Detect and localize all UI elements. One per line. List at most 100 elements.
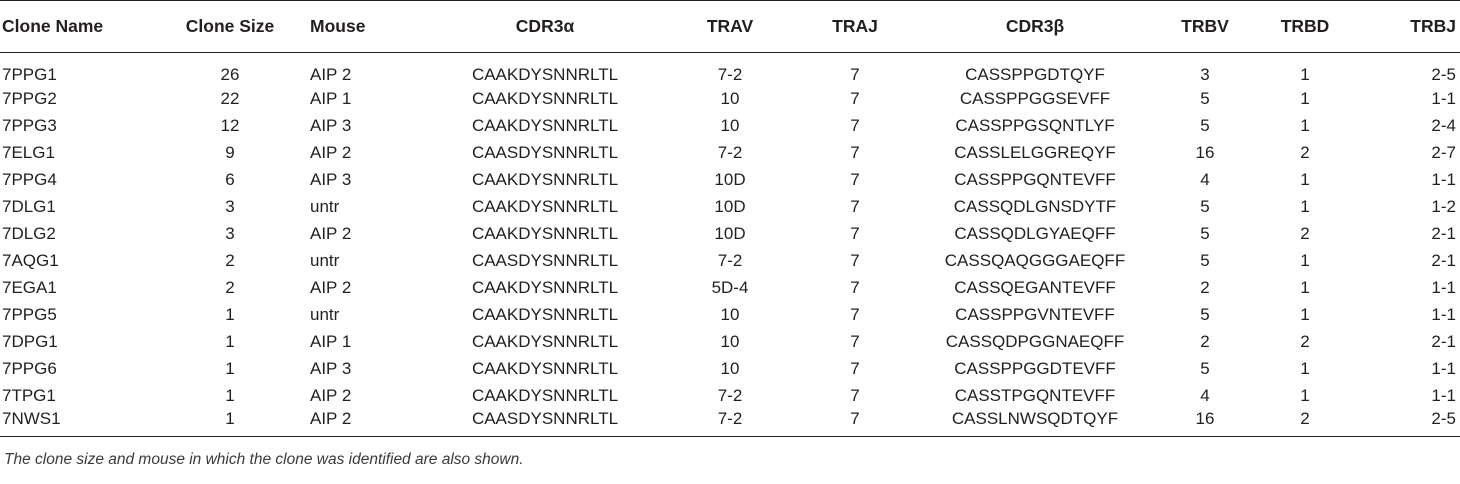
cell-cdr3a: CAAKDYSNNRLTL	[471, 331, 619, 351]
cell-mouse: AIP 2	[310, 277, 352, 297]
cell-clone-name: 7PPG5	[2, 304, 57, 324]
header-clone-size: Clone Size	[150, 0, 310, 53]
cell-mouse: AIP 2	[310, 65, 352, 84]
cell-clone-size: 1	[150, 409, 310, 437]
table-row: 7PPG3 12 AIP 3 CAAKDYSNNRLTL 10 7 CASSPPGSQNTL…	[0, 112, 1460, 139]
cell-mouse: untr	[310, 304, 340, 324]
cell-trav: 10	[720, 331, 740, 351]
cell-cdr3a: CAAKDYSNNRLTL	[471, 115, 619, 135]
cell-trav: 7-2	[717, 385, 743, 405]
header-trav: TRAV	[660, 0, 800, 53]
cell-traj: 7	[850, 223, 860, 243]
cell-cdr3b: CASSQDLGYAEQFF	[954, 223, 1116, 243]
header-trbj: TRBJ	[1360, 0, 1460, 53]
cell-traj: 7	[850, 169, 860, 189]
header-mouse: Mouse	[310, 0, 430, 53]
cell-cdr3a: CAASDYSNNRLTL	[430, 409, 660, 437]
cell-cdr3b: CASSPPGDTQYF	[965, 65, 1105, 84]
cell-trav: 10	[720, 88, 740, 108]
table-row: 7NWS1 1 AIP 2 CAASDYSNNRLTL 7-2 7 CASSLNWSQDTQ…	[0, 409, 1460, 437]
clone-table: Clone Name Clone Size Mouse CDR3α TRAV T…	[0, 0, 1460, 437]
cell-trbv: 5	[1200, 196, 1210, 216]
cell-mouse: AIP 3	[310, 115, 352, 135]
cell-clone-name: 7PPG4	[2, 169, 57, 189]
cell-trbj: 2-1	[1431, 223, 1456, 243]
cell-clone-size: 9	[225, 142, 235, 162]
cell-trbv: 16	[1160, 409, 1250, 437]
cell-trbd: 1	[1300, 88, 1310, 108]
cell-trbj: 2-1	[1431, 331, 1456, 351]
cell-mouse: AIP 2	[310, 409, 430, 437]
table-row: 7DPG1 1 AIP 1 CAAKDYSNNRLTL 10 7 CASSQDPGGNAEQ…	[0, 328, 1460, 355]
cell-mouse: AIP 2	[310, 142, 352, 162]
cell-trbd: 1	[1300, 169, 1310, 189]
cell-cdr3a: CAAKDYSNNRLTL	[471, 385, 619, 405]
table-header: Clone Name Clone Size Mouse CDR3α TRAV T…	[0, 0, 1460, 53]
cell-clone-size: 6	[225, 169, 235, 189]
cell-clone-size: 22	[220, 88, 240, 108]
cell-trav: 10D	[714, 223, 746, 243]
cell-traj: 7	[850, 196, 860, 216]
cell-cdr3b: CASSPPGVNTEVFF	[955, 304, 1115, 324]
cell-clone-size: 1	[225, 304, 235, 324]
cell-trav: 7-2	[717, 142, 743, 162]
header-trbv: TRBV	[1160, 0, 1250, 53]
cell-cdr3b: CASSPPGSQNTLYF	[955, 115, 1115, 135]
cell-trbd: 2	[1300, 142, 1310, 162]
cell-trbv: 5	[1200, 88, 1210, 108]
cell-mouse: untr	[310, 196, 340, 216]
cell-cdr3b: CASSLNWSQDTQYF	[910, 409, 1160, 437]
cell-trbj: 1-1	[1431, 385, 1456, 405]
cell-trbd: 1	[1300, 196, 1310, 216]
cell-trbv: 4	[1200, 385, 1210, 405]
table-row: 7EGA1 2 AIP 2 CAAKDYSNNRLTL 5D-4 7 CASSQEGANTE…	[0, 274, 1460, 301]
cell-trbj: 1-1	[1431, 277, 1456, 297]
cell-cdr3a: CAAKDYSNNRLTL	[471, 196, 619, 216]
cell-clone-name: 7TPG1	[2, 385, 56, 405]
cell-trbv: 5	[1200, 115, 1210, 135]
cell-trbj: 2-7	[1431, 142, 1456, 162]
cell-trbd: 1	[1300, 250, 1310, 270]
cell-trbd: 2	[1300, 331, 1310, 351]
cell-cdr3b: CASSQDPGGNAEQFF	[945, 331, 1125, 351]
cell-clone-size: 3	[225, 196, 235, 216]
cell-clone-size: 12	[220, 115, 240, 135]
cell-clone-name: 7PPG6	[2, 358, 57, 378]
table-row: 7ELG1 9 AIP 2 CAASDYSNNRLTL 7-2 7 CASSLELGGREQ…	[0, 139, 1460, 166]
cell-cdr3a: CAASDYSNNRLTL	[471, 250, 619, 270]
clone-table-container: Clone Name Clone Size Mouse CDR3α TRAV T…	[0, 0, 1460, 468]
cell-traj: 7	[850, 142, 860, 162]
cell-cdr3a: CAAKDYSNNRLTL	[471, 88, 619, 108]
cell-trbj: 1-1	[1431, 88, 1456, 108]
cell-cdr3a: CAAKDYSNNRLTL	[471, 65, 619, 84]
cell-trbv: 3	[1200, 65, 1210, 84]
header-cdr3b: CDR3β	[910, 0, 1160, 53]
cell-clone-size: 2	[225, 277, 235, 297]
cell-cdr3b: CASSTPGQNTEVFF	[954, 385, 1116, 405]
cell-mouse: AIP 1	[310, 331, 352, 351]
cell-trbj: 2-5	[1360, 409, 1460, 437]
cell-clone-name: 7PPG1	[2, 65, 57, 84]
cell-clone-size: 2	[225, 250, 235, 270]
cell-clone-name: 7ELG1	[2, 142, 55, 162]
cell-traj: 7	[850, 115, 860, 135]
cell-trbj: 1-2	[1431, 196, 1456, 216]
cell-clone-size: 1	[225, 358, 235, 378]
cell-clone-size: 1	[225, 385, 235, 405]
cell-trav: 10	[720, 115, 740, 135]
table-row: 7PPG1 26 AIP 2 CAAKDYSNNRLTL 7-2 7 CASSPPGDTQY…	[0, 53, 1460, 86]
cell-trbj: 1-1	[1431, 304, 1456, 324]
cell-clone-name: 7EGA1	[2, 277, 57, 297]
cell-cdr3b: CASSPPGGDTEVFF	[954, 358, 1116, 378]
table-footnote: The clone size and mouse in which the cl…	[4, 450, 524, 468]
cell-trbv: 5	[1200, 223, 1210, 243]
cell-trav: 10D	[714, 169, 746, 189]
cell-traj: 7	[850, 88, 860, 108]
cell-traj: 7	[800, 409, 910, 437]
cell-trav: 7-2	[660, 409, 800, 437]
cell-trbd: 1	[1300, 385, 1310, 405]
cell-cdr3a: CAAKDYSNNRLTL	[471, 358, 619, 378]
cell-clone-name: 7DPG1	[2, 331, 58, 351]
cell-trbv: 2	[1200, 331, 1210, 351]
cell-mouse: untr	[310, 250, 340, 270]
